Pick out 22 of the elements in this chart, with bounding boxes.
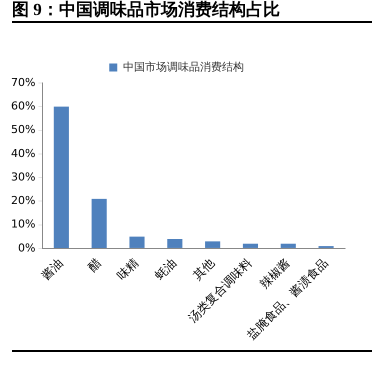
x-tick-label: 蚝油 <box>152 256 180 283</box>
y-tick-label: 20% <box>10 194 36 208</box>
y-tick-label: 50% <box>10 123 36 136</box>
y-tick-label: 30% <box>10 170 36 184</box>
y-tick-label: 70% <box>10 76 36 89</box>
bar <box>54 106 69 248</box>
bar <box>167 238 182 248</box>
bar <box>129 236 145 248</box>
bar <box>92 198 107 248</box>
y-tick-label: 40% <box>10 146 36 160</box>
x-tick-label: 醋 <box>85 256 104 274</box>
bar <box>242 244 258 248</box>
y-tick-label: 10% <box>10 218 36 231</box>
y-tick-label: 60% <box>10 99 36 112</box>
x-tick-label: 其他 <box>190 256 217 283</box>
legend-label: 中国市场调味品消费结构 <box>122 60 244 74</box>
x-tick-label: 酱油 <box>38 256 66 283</box>
bar <box>205 241 220 248</box>
bar <box>280 244 296 248</box>
y-tick-label: 0% <box>18 241 36 254</box>
chart-title: 图 9：中国调味品市场消费结构占比 <box>12 0 372 23</box>
x-tick-label: 味精 <box>114 256 142 283</box>
